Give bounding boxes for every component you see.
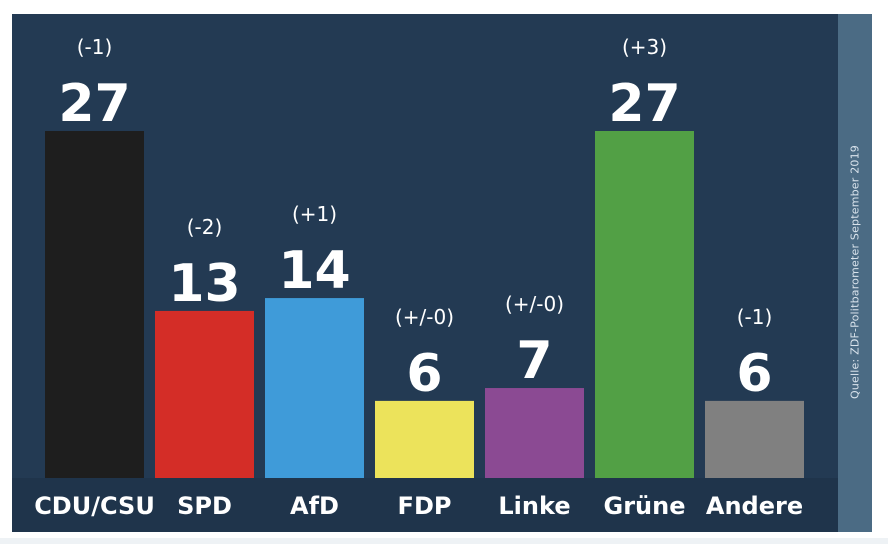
change-label-cdu-csu: (-1) [77, 35, 113, 59]
category-label-linke: Linke [498, 492, 570, 520]
bar-spd [155, 310, 254, 478]
change-label-linke: (+/-0) [505, 292, 564, 316]
change-label-andere: (-1) [737, 305, 773, 329]
value-label-cdu-csu: 27 [58, 74, 130, 134]
category-label-fdp: FDP [398, 492, 452, 520]
change-label-afd: (+1) [292, 202, 337, 226]
category-label-afd: AfD [290, 492, 339, 520]
bars-group [45, 131, 804, 478]
change-label-grune: (+3) [622, 35, 667, 59]
bar-fdp [375, 400, 474, 478]
bar-linke [485, 388, 584, 478]
value-label-linke: 7 [516, 331, 552, 391]
bar-chart: 27 (-1) CDU/CSU 13 (-2) SPD 14 (+1) AfD 6 (+/-0) FD… [12, 35, 838, 532]
labels-group: 27 (-1) CDU/CSU 13 (-2) SPD 14 (+1) AfD 6 (+/-0) FD… [34, 35, 803, 520]
category-label-grune: Grüne [604, 492, 686, 520]
value-label-grune: 27 [608, 74, 680, 134]
category-band [12, 478, 838, 532]
category-label-andere: Andere [706, 492, 803, 520]
bottom-rule [0, 538, 888, 544]
bar-afd [265, 298, 364, 478]
bar-cdu-csu [45, 131, 144, 478]
value-label-afd: 14 [278, 241, 350, 301]
category-label-spd: SPD [177, 492, 232, 520]
change-label-spd: (-2) [187, 215, 223, 239]
value-label-fdp: 6 [406, 344, 442, 404]
source-note: Quelle: ZDF-Politbarometer September 201… [848, 145, 862, 399]
source-strip [838, 14, 872, 532]
bar-andere [705, 400, 804, 478]
chart-frame: Quelle: ZDF-Politbarometer September 201… [12, 14, 872, 532]
category-label-cdu-csu: CDU/CSU [34, 492, 155, 520]
value-label-andere: 6 [736, 344, 772, 404]
bar-grune [595, 131, 694, 478]
value-label-spd: 13 [168, 254, 240, 314]
change-label-fdp: (+/-0) [395, 305, 454, 329]
